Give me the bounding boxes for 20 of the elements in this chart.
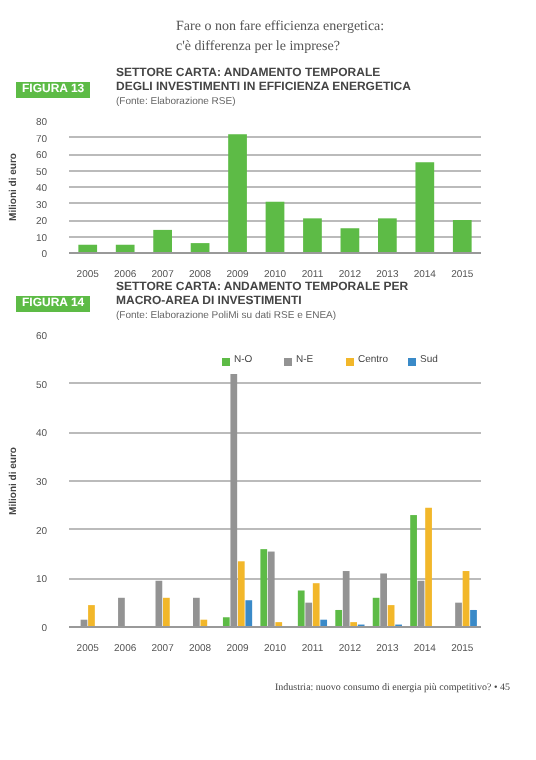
bar xyxy=(470,609,477,627)
bar xyxy=(378,218,397,253)
bar xyxy=(163,597,170,627)
bar xyxy=(297,590,305,627)
bar xyxy=(228,134,247,253)
bar xyxy=(88,605,95,627)
bar xyxy=(312,583,320,627)
bar xyxy=(153,229,172,253)
bar xyxy=(452,220,472,253)
bar xyxy=(222,617,230,627)
bar xyxy=(237,561,245,627)
bar xyxy=(410,515,417,627)
bar xyxy=(260,549,268,627)
bar xyxy=(245,600,253,627)
bar xyxy=(425,507,432,627)
bar xyxy=(303,218,322,253)
bar xyxy=(415,162,435,253)
bar xyxy=(265,201,285,253)
bar xyxy=(340,228,360,253)
bar xyxy=(335,609,343,627)
